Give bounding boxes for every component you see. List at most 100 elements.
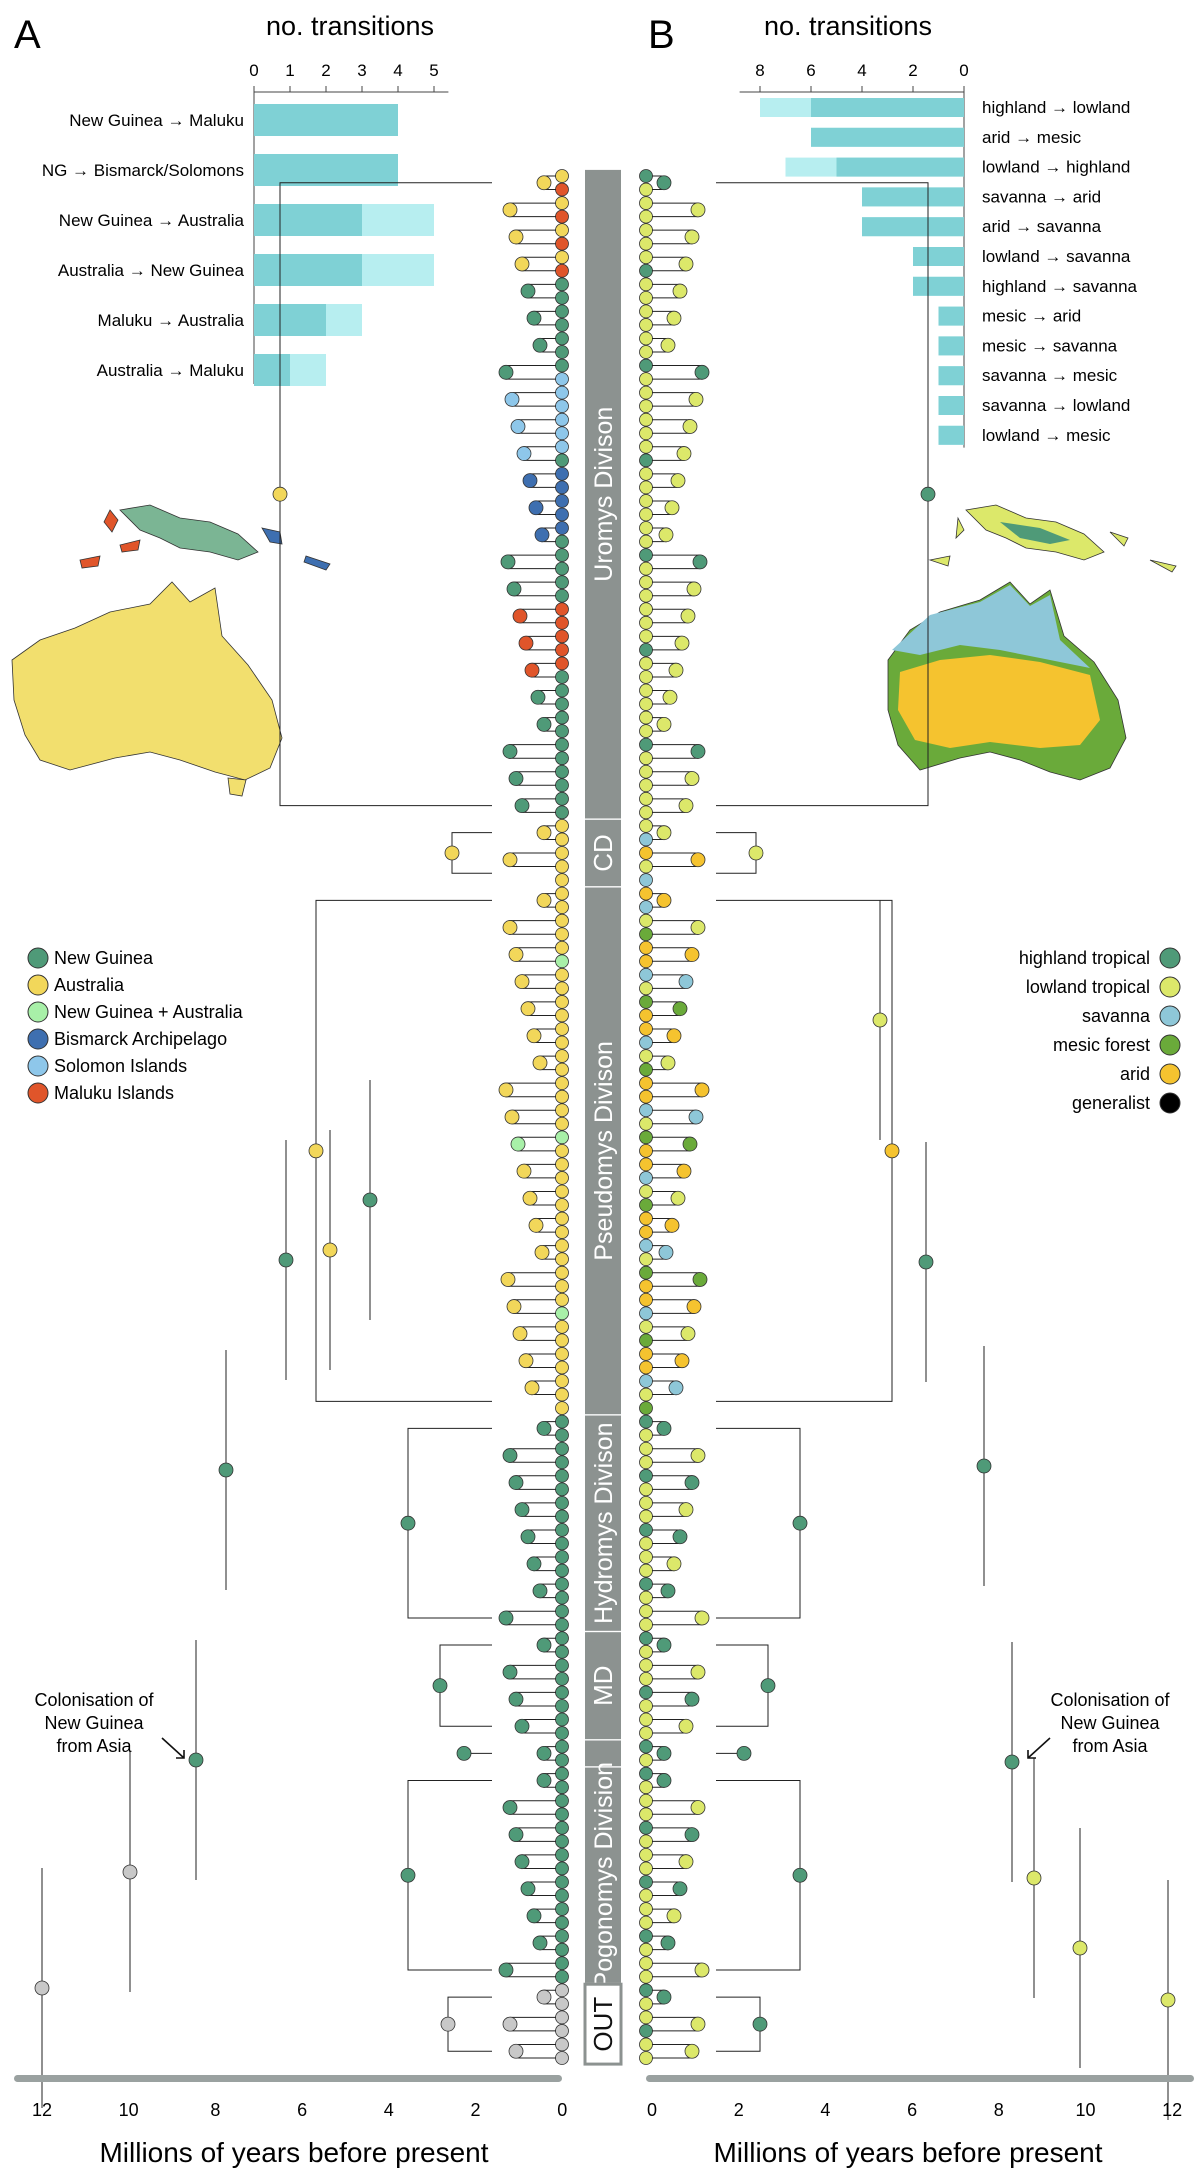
internal-node-a (526, 1556, 542, 1572)
tip-node-b (639, 1902, 653, 1916)
tip-node-a (555, 1198, 569, 1212)
tip-node-b (639, 1360, 653, 1375)
clade-box (585, 887, 621, 1415)
tip-node-b (639, 1103, 653, 1118)
panel-a-time-axis: 12 10 8 6 4 2 0 (14, 2075, 567, 2120)
internal-node-b (694, 1082, 710, 1098)
tip-node-a (555, 1739, 569, 1754)
legend-swatch (1159, 1005, 1181, 1027)
clade-node-b (792, 1867, 808, 1883)
tip-node-b (639, 1333, 653, 1348)
tip-node-b (639, 1888, 653, 1903)
biogeography-map (11, 504, 1177, 797)
internal-node-a (536, 825, 552, 841)
tip-node-a (555, 1360, 569, 1375)
tip-node-b (639, 304, 653, 319)
internal-node-b (674, 635, 690, 651)
internal-node-a (522, 1190, 538, 1206)
internal-node-a (512, 608, 528, 624)
legend-swatch (27, 947, 49, 969)
tip-node-b (639, 1252, 653, 1267)
tip-node-a (555, 683, 569, 698)
clade-label: MD (588, 1665, 618, 1705)
panel-a-axis-bar (14, 2075, 562, 2082)
tip-node-b (639, 209, 653, 224)
tip-node-a (555, 954, 569, 969)
clade-stem-a (439, 1644, 492, 1727)
tip-node-a (555, 1062, 569, 1077)
tip-node-a (555, 304, 569, 319)
tip-node-b (639, 1414, 653, 1429)
internal-node-a (498, 1082, 514, 1098)
panel-a-letter: A (14, 13, 41, 57)
panel-a-axis-tick: 2 (470, 2100, 480, 2120)
legend-label: Bismarck Archipelago (54, 1029, 227, 1049)
internal-node-a (504, 392, 520, 407)
tip-node-b (639, 358, 653, 373)
internal-node-a (536, 892, 552, 908)
internal-node-a (516, 446, 532, 461)
tip-node-b (639, 1550, 653, 1564)
tip-node-b (639, 466, 653, 481)
tip-node-a (555, 588, 569, 603)
tip-node-a (555, 345, 569, 359)
internal-node-a (520, 1001, 536, 1017)
panel-a-bar-label: Australia → New Guinea (58, 261, 245, 280)
backbone-node-b (1072, 1940, 1088, 1956)
internal-node-a (510, 419, 526, 434)
branch-b (652, 1082, 703, 1098)
internal-node-a (518, 1353, 534, 1369)
tip-node-b (639, 345, 653, 359)
tip-node-a (555, 1022, 569, 1036)
tip-node-a (555, 1441, 569, 1456)
panel-a-bar-label: NG → Bismarck/Solomons (42, 161, 244, 180)
panel-b-bar-label: highland → savanna (982, 277, 1138, 296)
tip-node-b (639, 1143, 653, 1158)
internal-node-a (532, 1055, 548, 1071)
clade-node-b (736, 1745, 752, 1761)
tip-node-a (555, 1617, 569, 1632)
panel-b-bar-label: savanna → lowland (982, 396, 1130, 415)
internal-node-a (502, 2016, 518, 2032)
tip-node-b (639, 629, 653, 644)
clade-label: Pogonomys Division (590, 1762, 618, 1989)
clade-box (585, 1632, 621, 1740)
panel-b-bar-label: lowland → highland (982, 158, 1130, 177)
panel-a-axis-tick: 10 (119, 2100, 139, 2120)
tip-node-b (639, 1062, 653, 1077)
internal-node-a (528, 500, 544, 516)
tip-node-b (639, 1929, 653, 1944)
panel-b-axis-tick: 10 (1075, 2100, 1095, 2120)
clade-node-b (884, 1143, 900, 1159)
internal-node-a (502, 202, 518, 218)
tip-node-a (555, 1252, 569, 1267)
tip-node-b (639, 1238, 653, 1253)
tip-node-a (555, 1888, 569, 1903)
phylogenetic-trees (34, 169, 1176, 2120)
panel-a-axis-tick: 8 (210, 2100, 220, 2120)
tip-node-a (555, 1387, 569, 1402)
tip-node-b (639, 236, 653, 251)
clade-stem-b (716, 1779, 801, 1971)
backbone-node-a (278, 1252, 294, 1268)
internal-node-b (664, 1217, 680, 1233)
tip-node-b (639, 2024, 653, 2038)
tip-node-b (639, 940, 653, 955)
legend-label: Maluku Islands (54, 1083, 174, 1103)
internal-node-a (520, 283, 536, 299)
legend-swatch (27, 1082, 49, 1104)
tip-node-a (555, 1699, 569, 1713)
internal-node-b (694, 1610, 710, 1626)
tip-node-b (639, 737, 653, 752)
internal-node-b (656, 175, 672, 191)
internal-node-b (676, 1163, 692, 1179)
internal-node-a (536, 1745, 552, 1761)
clade-node-a (440, 2016, 456, 2032)
tip-node-b (639, 534, 653, 549)
panel-b-bar (811, 98, 964, 117)
tip-node-b (639, 724, 653, 739)
internal-node-a (510, 1136, 526, 1152)
panel-b-axis-tick: 8 (994, 2100, 1004, 2120)
tip-node-b (639, 290, 653, 305)
internal-node-b (690, 920, 706, 935)
